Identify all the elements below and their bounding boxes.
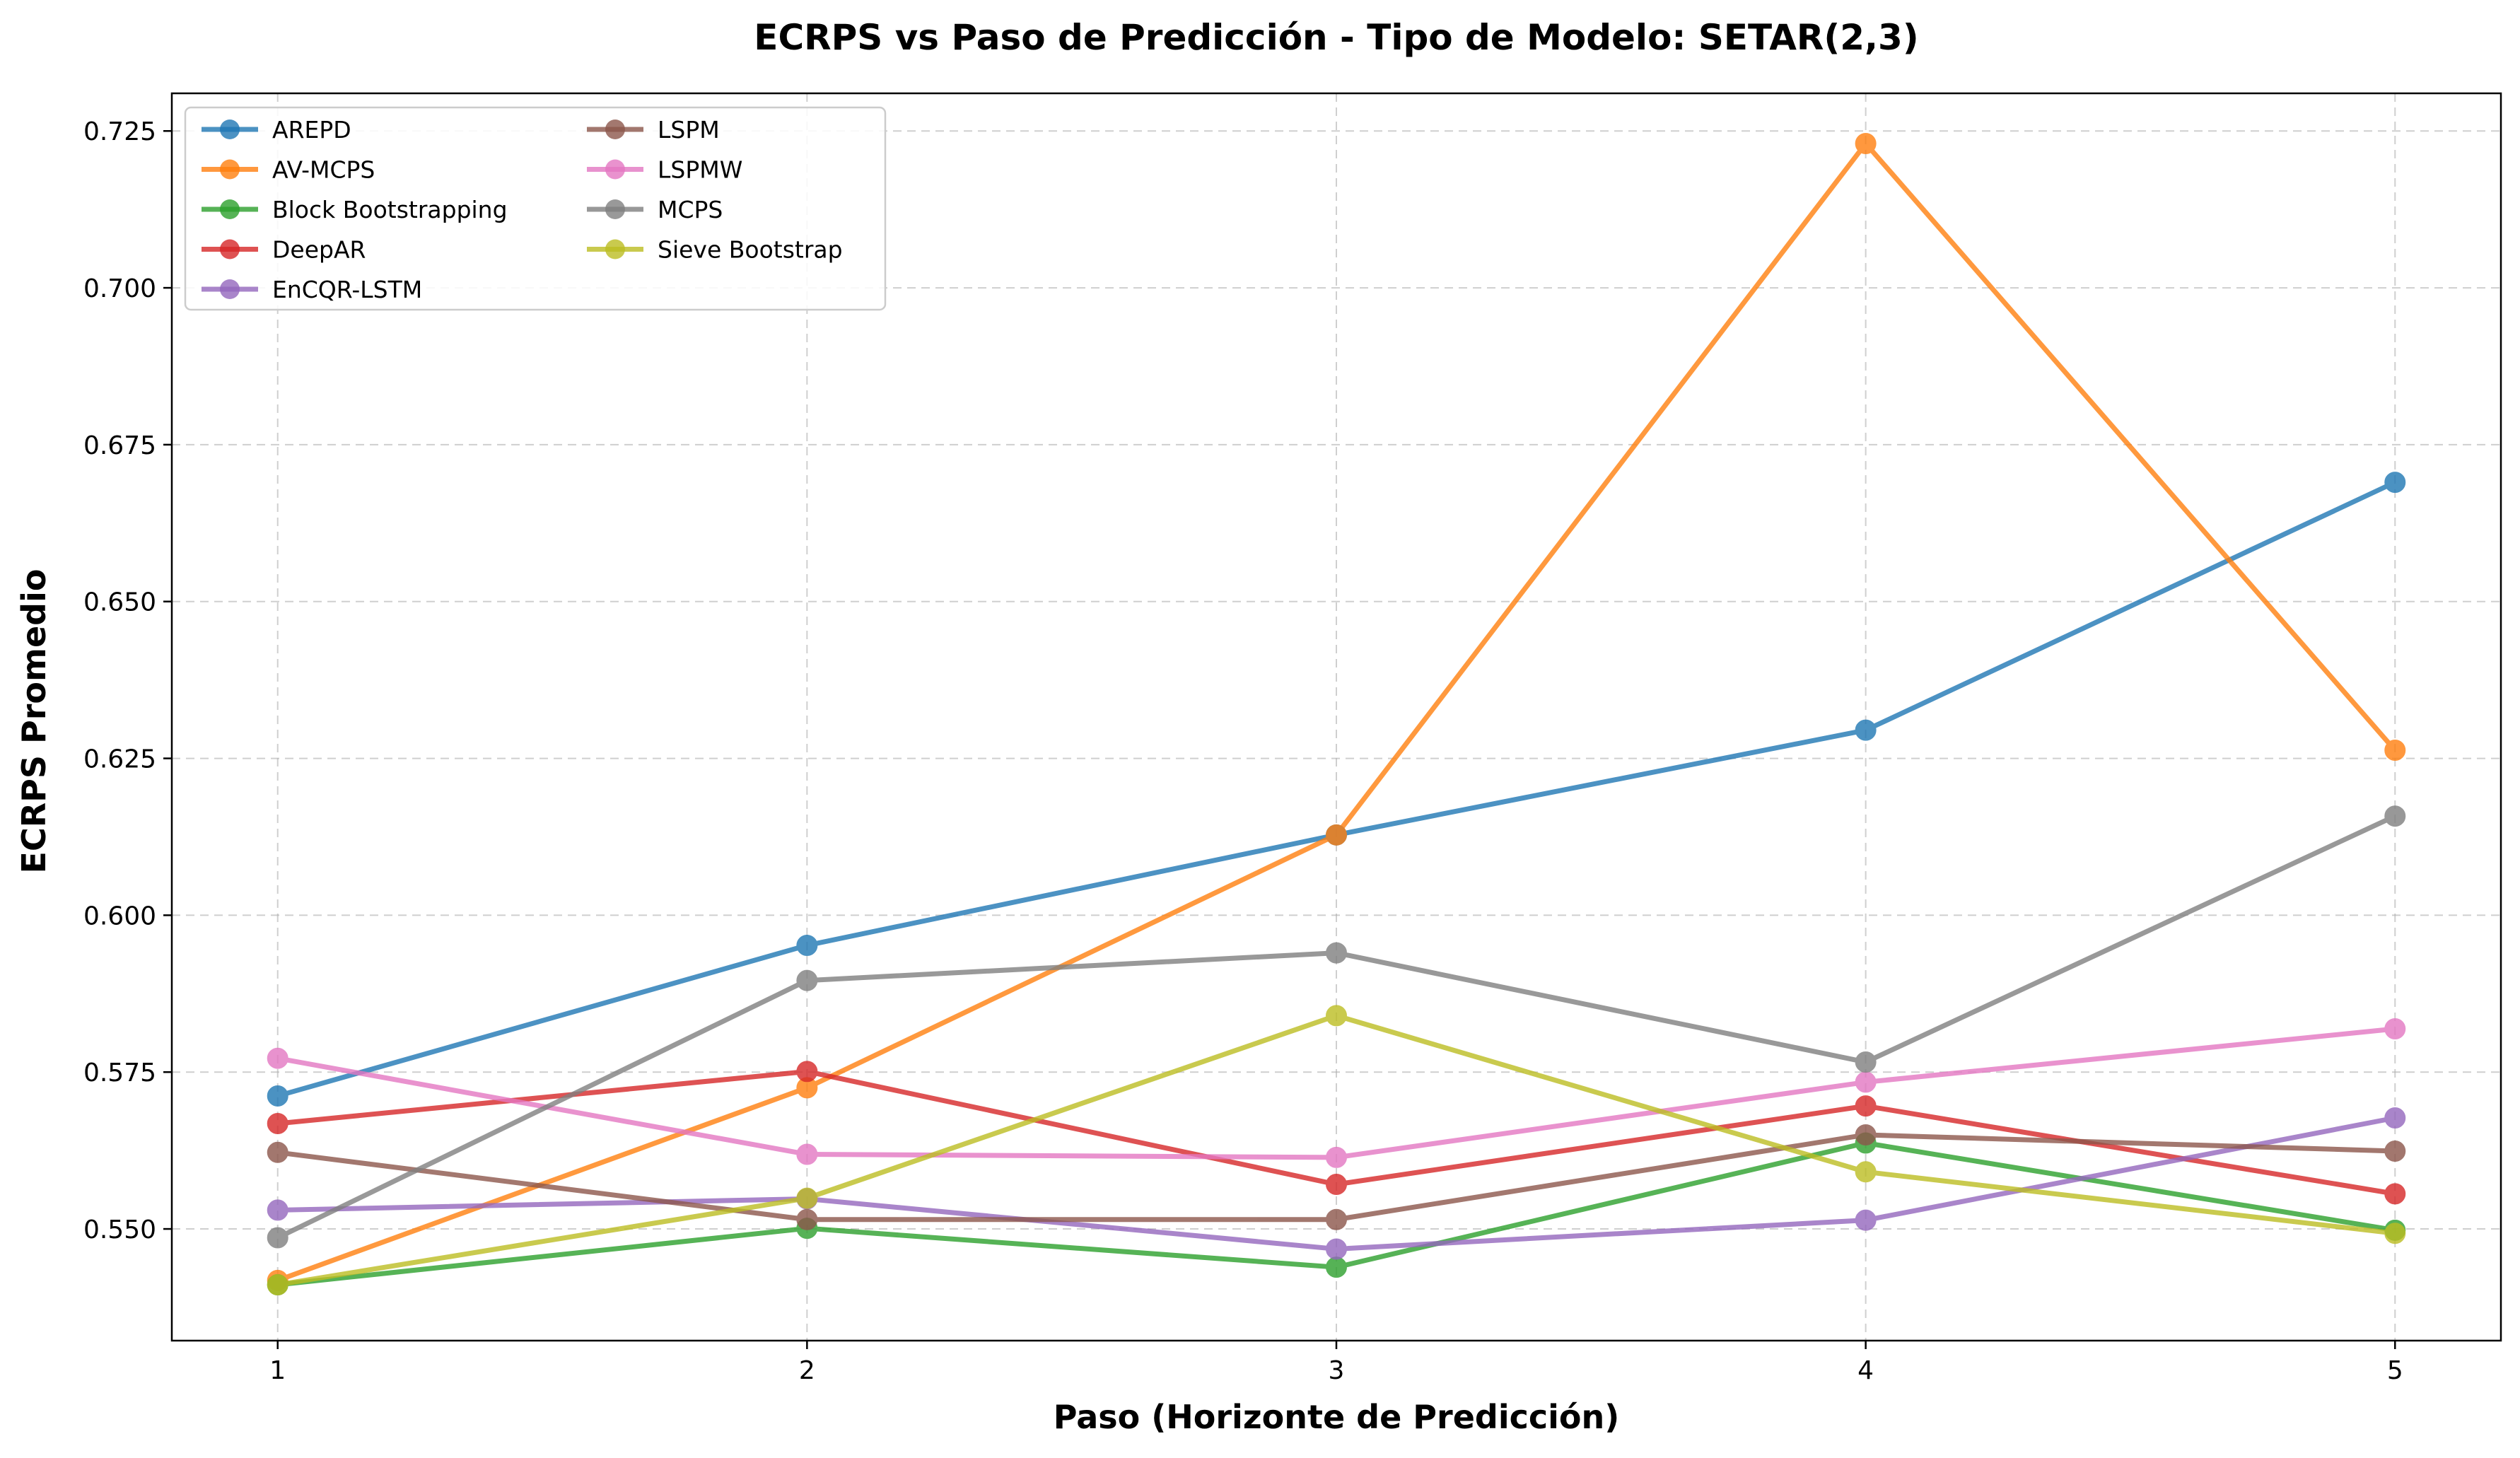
legend-box (184, 106, 887, 311)
y-axis-label: ECRPS Promedio (15, 569, 53, 874)
data-point (2384, 1183, 2406, 1205)
legend-label: LSPM (658, 116, 720, 144)
y-tick-label: 0.600 (83, 902, 156, 931)
data-point (1326, 942, 1347, 964)
data-point (1855, 1095, 1877, 1117)
legend-item: AV-MCPS (202, 156, 375, 184)
y-tick-label: 0.675 (83, 431, 156, 460)
legend-swatch-marker (605, 239, 625, 259)
legend-swatch-marker (605, 199, 625, 219)
y-tick-label: 0.625 (83, 745, 156, 774)
legend-label: DeepAR (272, 236, 366, 264)
chart-title: ECRPS vs Paso de Predicción - Tipo de Mo… (754, 17, 1918, 58)
legend-label: EnCQR-LSTM (272, 276, 422, 303)
data-point (796, 1143, 818, 1165)
data-point (1855, 1051, 1877, 1073)
legend-label: AREPD (272, 116, 351, 144)
legend-swatch-marker (605, 119, 625, 139)
y-tick-label: 0.550 (83, 1215, 156, 1244)
data-point (2384, 805, 2406, 827)
series-layer (267, 132, 2406, 1296)
legend-item: EnCQR-LSTM (202, 276, 422, 303)
data-point (796, 1061, 818, 1083)
legend: AREPD AV-MCPS Block Bootstrapping DeepAR EnC… (184, 106, 887, 311)
legend-label: Sieve Bootstrap (658, 236, 843, 264)
data-point (1855, 719, 1877, 741)
data-point (1326, 1005, 1347, 1027)
axis-ticks: 1 2 3 4 5 0.550 0.575 0.600 0.625 0.650 0.675 0.700… (83, 117, 2403, 1385)
legend-item: LSPM (587, 116, 720, 144)
data-point (1326, 1208, 1347, 1230)
data-point (1855, 132, 1877, 154)
data-point (1855, 1071, 1877, 1093)
series-lspmw (267, 1018, 2406, 1168)
data-point (2384, 1223, 2406, 1244)
legend-label: LSPMW (658, 156, 742, 184)
data-point (1855, 1161, 1877, 1183)
legend-item: DeepAR (202, 236, 366, 264)
legend-label: AV-MCPS (272, 156, 375, 184)
legend-item: LSPMW (587, 156, 742, 184)
data-point (2384, 1018, 2406, 1039)
data-point (796, 1208, 818, 1230)
data-point (267, 1047, 288, 1069)
x-tick-label: 5 (2387, 1356, 2403, 1385)
legend-label: MCPS (658, 196, 723, 223)
data-point (267, 1112, 288, 1134)
data-point (1326, 824, 1347, 846)
y-tick-label: 0.575 (83, 1058, 156, 1087)
x-axis-label: Paso (Horizonte de Predicción) (1054, 1398, 1620, 1436)
y-tick-label: 0.700 (83, 274, 156, 303)
legend-swatch-marker (220, 279, 240, 299)
legend-swatch-marker (605, 159, 625, 180)
legend-label: Block Bootstrapping (272, 196, 508, 223)
x-tick-label: 2 (799, 1356, 815, 1385)
data-point (1326, 1174, 1347, 1196)
legend-swatch-marker (220, 199, 240, 219)
y-tick-label: 0.650 (83, 588, 156, 617)
data-point (1326, 1256, 1347, 1278)
series-mcps (267, 805, 2406, 1249)
data-point (267, 1199, 288, 1221)
data-point (1326, 1238, 1347, 1260)
data-point (796, 1187, 818, 1209)
data-point (267, 1085, 288, 1107)
legend-swatch-marker (220, 159, 240, 180)
x-tick-label: 3 (1329, 1356, 1345, 1385)
data-point (2384, 472, 2406, 494)
legend-item: Sieve Bootstrap (587, 236, 843, 264)
series-deepar (267, 1061, 2406, 1205)
legend-swatch-marker (220, 119, 240, 139)
series-sieve-bootstrap (267, 1005, 2406, 1296)
data-point (1855, 1209, 1877, 1231)
data-point (796, 969, 818, 991)
data-point (2384, 1107, 2406, 1129)
y-tick-label: 0.725 (83, 117, 156, 146)
data-point (1326, 1146, 1347, 1168)
x-tick-label: 4 (1857, 1356, 1874, 1385)
data-point (2384, 1141, 2406, 1162)
data-point (267, 1227, 288, 1249)
data-point (796, 934, 818, 956)
data-point (267, 1141, 288, 1163)
legend-swatch-marker (220, 239, 240, 259)
legend-item: Block Bootstrapping (202, 196, 508, 223)
x-tick-label: 1 (269, 1356, 286, 1385)
data-point (1855, 1124, 1877, 1145)
data-point (2384, 740, 2406, 762)
legend-item: AREPD (202, 116, 351, 144)
legend-item: MCPS (587, 196, 723, 223)
series-lspm (267, 1124, 2406, 1230)
data-point (267, 1274, 288, 1296)
